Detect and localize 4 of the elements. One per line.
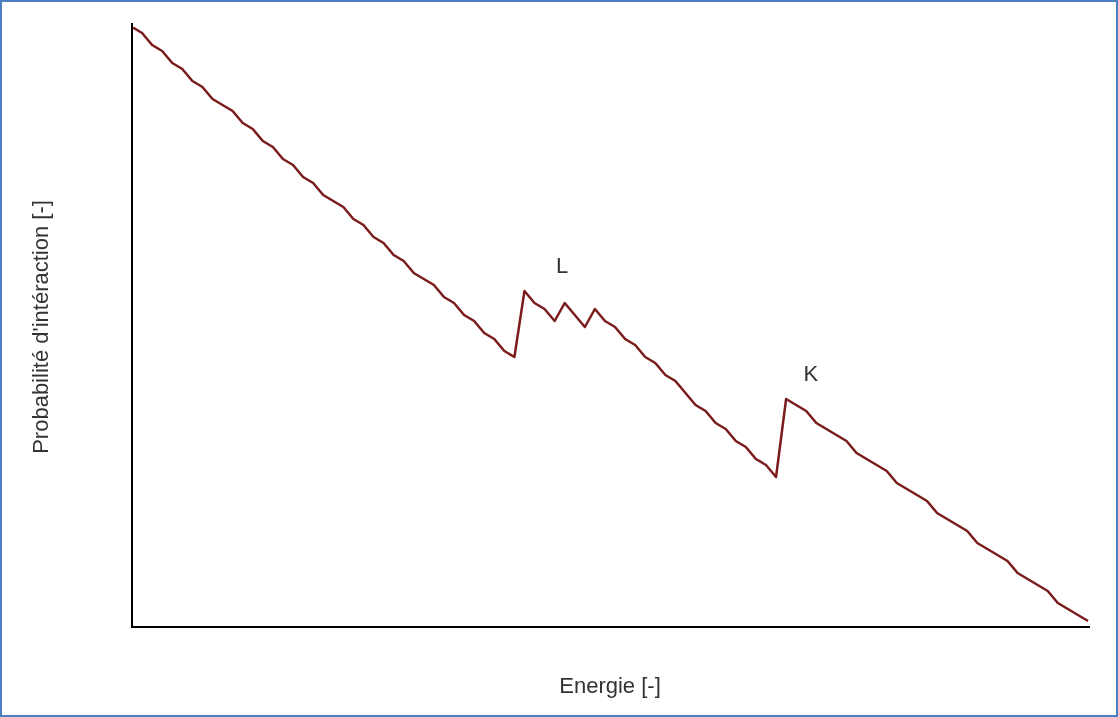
annotation: L xyxy=(556,253,569,279)
y-axis-title: Probabilité d'intéraction [-] xyxy=(28,200,54,454)
x-axis-title: Energie [-] xyxy=(559,673,661,699)
annotation: K xyxy=(803,361,819,387)
